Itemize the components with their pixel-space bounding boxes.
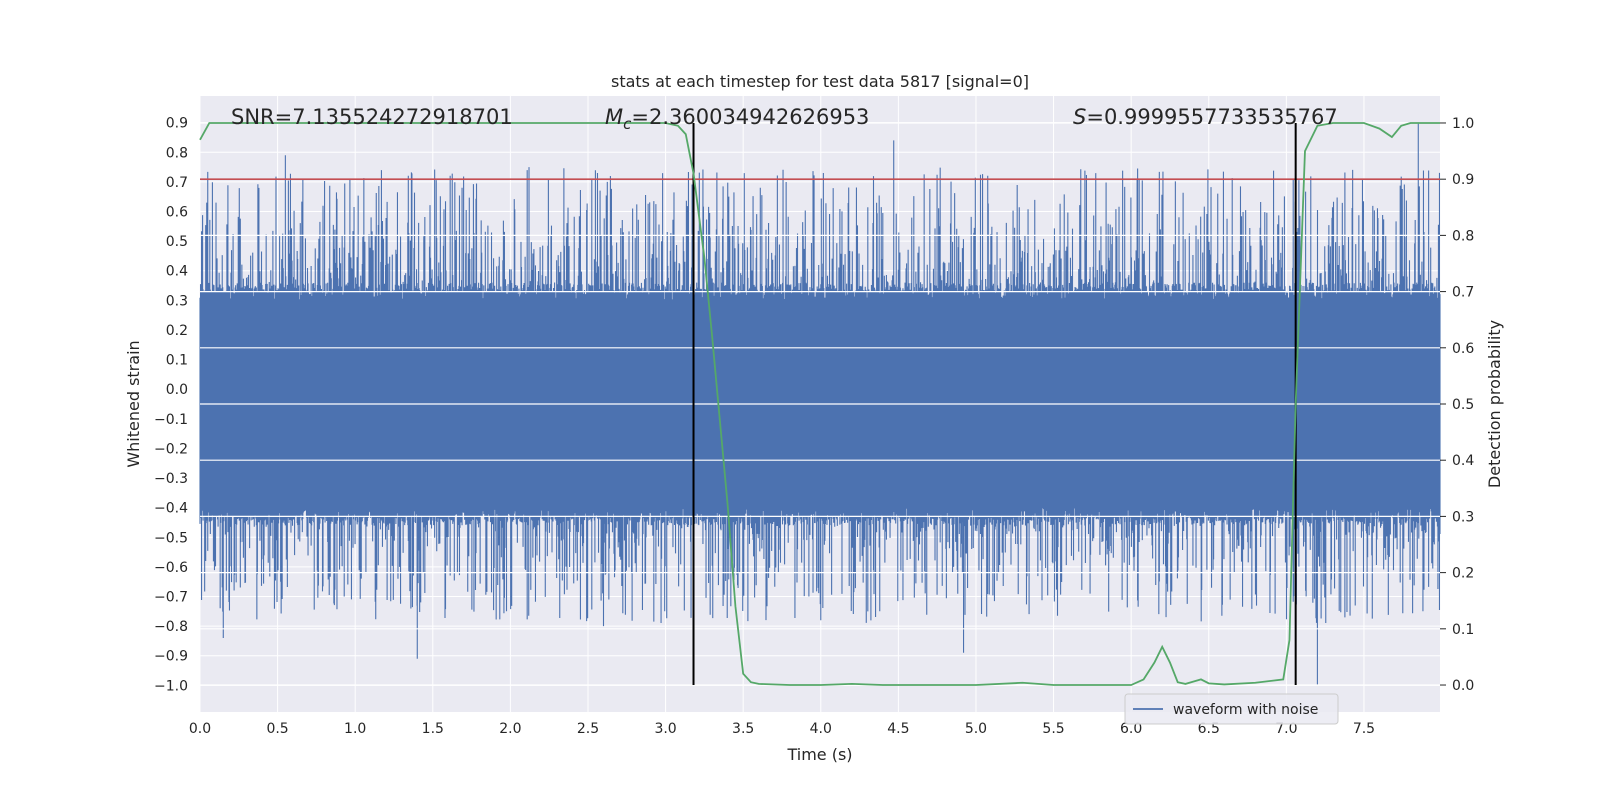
y-tick-label: −0.7 bbox=[154, 590, 188, 606]
snr-annotation: SNR=7.135524272918701 bbox=[231, 105, 513, 129]
chirp-mass-value: =2.360034942626953 bbox=[631, 105, 869, 129]
y2-tick-label: 0.0 bbox=[1452, 678, 1474, 694]
y2-tick-label: 0.7 bbox=[1452, 285, 1474, 301]
chart-title: stats at each timestep for test data 581… bbox=[611, 72, 1029, 91]
x-tick-label: 7.0 bbox=[1275, 721, 1297, 737]
x-tick-label: 6.5 bbox=[1198, 721, 1220, 737]
y2-axis-label: Detection probability bbox=[1485, 320, 1504, 488]
x-tick-label: 6.0 bbox=[1120, 721, 1142, 737]
y-tick-label: −0.5 bbox=[154, 530, 188, 546]
y-tick-label: −0.8 bbox=[154, 619, 188, 635]
overlay-layer bbox=[200, 122, 1440, 686]
ticks-layer: 0.0 0.5 1.0 1.5 2.0 2.5 3.0 3.5 4.0 4.5 5.0 5.5 6.0 6… bbox=[154, 116, 1474, 737]
y-tick-label: 0.9 bbox=[166, 116, 188, 132]
y-tick-label: 0.3 bbox=[166, 293, 188, 309]
probability-layer bbox=[199, 122, 1440, 686]
score-annotation: S=0.9999557733535767 bbox=[1073, 105, 1338, 129]
x-tick-label: 5.5 bbox=[1042, 721, 1064, 737]
y-tick-label: 0.6 bbox=[166, 205, 188, 221]
y-tick-label: 0.1 bbox=[166, 353, 188, 369]
y-tick-label: 0.4 bbox=[166, 264, 188, 280]
chirp-mass-annotation: Mc=2.360034942626953 bbox=[605, 105, 869, 133]
x-tick-label: 3.5 bbox=[732, 721, 754, 737]
legend-label: waveform with noise bbox=[1173, 702, 1318, 718]
x-tick-label: 7.5 bbox=[1353, 721, 1375, 737]
x-tick-label: 0.0 bbox=[189, 721, 211, 737]
y-tick-label: −0.4 bbox=[154, 501, 188, 517]
y2-tick-label: 0.3 bbox=[1452, 509, 1474, 525]
score-symbol: S bbox=[1073, 105, 1086, 129]
y-tick-label: 0.2 bbox=[166, 323, 188, 339]
legend: waveform with noise bbox=[1124, 693, 1339, 725]
x-tick-label: 4.5 bbox=[887, 721, 909, 737]
x-tick-label: 1.0 bbox=[344, 721, 366, 737]
y2-tick-label: 0.6 bbox=[1452, 341, 1474, 357]
y-tick-label: −0.9 bbox=[154, 649, 188, 665]
x-tick-label: 4.0 bbox=[810, 721, 832, 737]
x-tick-label: 2.5 bbox=[577, 721, 599, 737]
y-tick-label: 0.5 bbox=[166, 234, 188, 250]
y2-tick-label: 0.8 bbox=[1452, 228, 1474, 244]
y2-tick-label: 1.0 bbox=[1452, 116, 1474, 132]
y-tick-label: −0.2 bbox=[154, 441, 188, 457]
detection-probability-series bbox=[199, 122, 1440, 686]
legend-box bbox=[1124, 693, 1339, 725]
y-tick-label: −0.3 bbox=[154, 471, 188, 487]
score-value: =0.9999557733535767 bbox=[1086, 105, 1337, 129]
x-tick-label: 5.0 bbox=[965, 721, 987, 737]
y-tick-label: −1.0 bbox=[154, 678, 188, 694]
chirp-mass-subscript: c bbox=[623, 115, 632, 133]
y-tick-label: 0.0 bbox=[166, 382, 188, 398]
y2-tick-label: 0.2 bbox=[1452, 566, 1474, 582]
x-tick-label: 0.5 bbox=[266, 721, 288, 737]
y-tick-label: 0.7 bbox=[166, 175, 188, 191]
y-tick-label: −0.6 bbox=[154, 560, 188, 576]
x-tick-label: 2.0 bbox=[499, 721, 521, 737]
y2-tick-label: 0.9 bbox=[1452, 172, 1474, 188]
x-tick-label: 3.0 bbox=[654, 721, 676, 737]
chirp-mass-symbol: M bbox=[605, 105, 623, 129]
y2-tick-label: 0.5 bbox=[1452, 397, 1474, 413]
y2-tick-label: 0.4 bbox=[1452, 453, 1474, 469]
y2-tick-label: 0.1 bbox=[1452, 622, 1474, 638]
y-axis-label: Whitened strain bbox=[124, 340, 143, 467]
x-axis-label: Time (s) bbox=[786, 745, 852, 764]
x-tick-label: 1.5 bbox=[422, 721, 444, 737]
y-tick-label: 0.8 bbox=[166, 145, 188, 161]
y-tick-label: −0.1 bbox=[154, 412, 188, 428]
